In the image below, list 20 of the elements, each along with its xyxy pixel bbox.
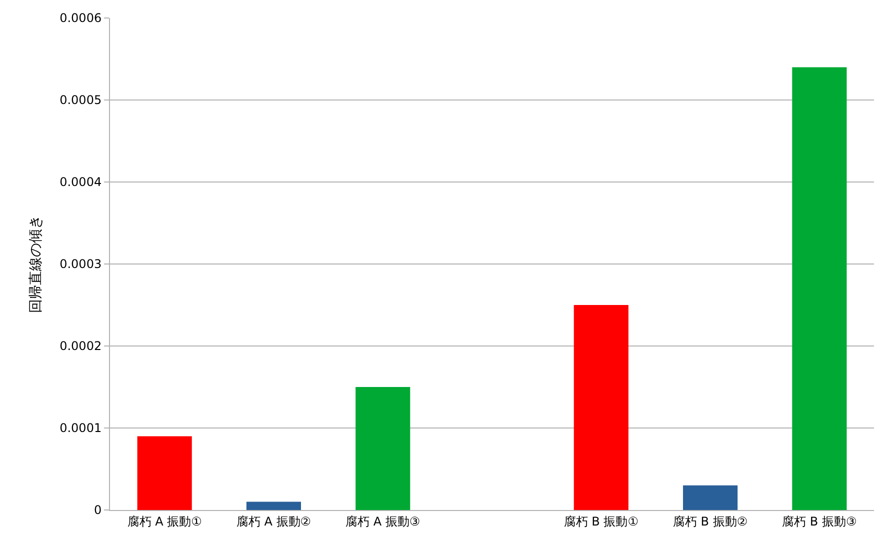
y-tick-label: 0.0005 xyxy=(60,93,102,108)
bar xyxy=(246,502,301,510)
y-tick-label: 0.0004 xyxy=(60,175,102,190)
y-tick-label: 0.0006 xyxy=(60,11,102,26)
x-tick-label: 腐朽 B 振動③ xyxy=(782,514,857,528)
bar xyxy=(792,67,847,510)
x-tick-label: 腐朽 A 振動① xyxy=(127,514,202,528)
y-tick-label: 0.0001 xyxy=(60,421,102,436)
x-tick-label: 腐朽 B 振動② xyxy=(672,514,748,528)
y-axis-title: 回帰直線の傾き xyxy=(28,215,44,313)
x-tick-label: 腐朽 A 振動③ xyxy=(346,514,420,528)
bar xyxy=(683,485,738,510)
y-tick-label: 0.0003 xyxy=(60,257,102,272)
y-tick-label: 0.0002 xyxy=(60,339,102,354)
y-tick-label: 0 xyxy=(94,503,102,518)
bar xyxy=(574,305,628,510)
x-tick-label: 腐朽 B 振動① xyxy=(564,514,638,528)
bar xyxy=(137,436,192,510)
x-tick-label: 腐朽 A 振動② xyxy=(236,514,312,528)
bar xyxy=(356,387,410,510)
